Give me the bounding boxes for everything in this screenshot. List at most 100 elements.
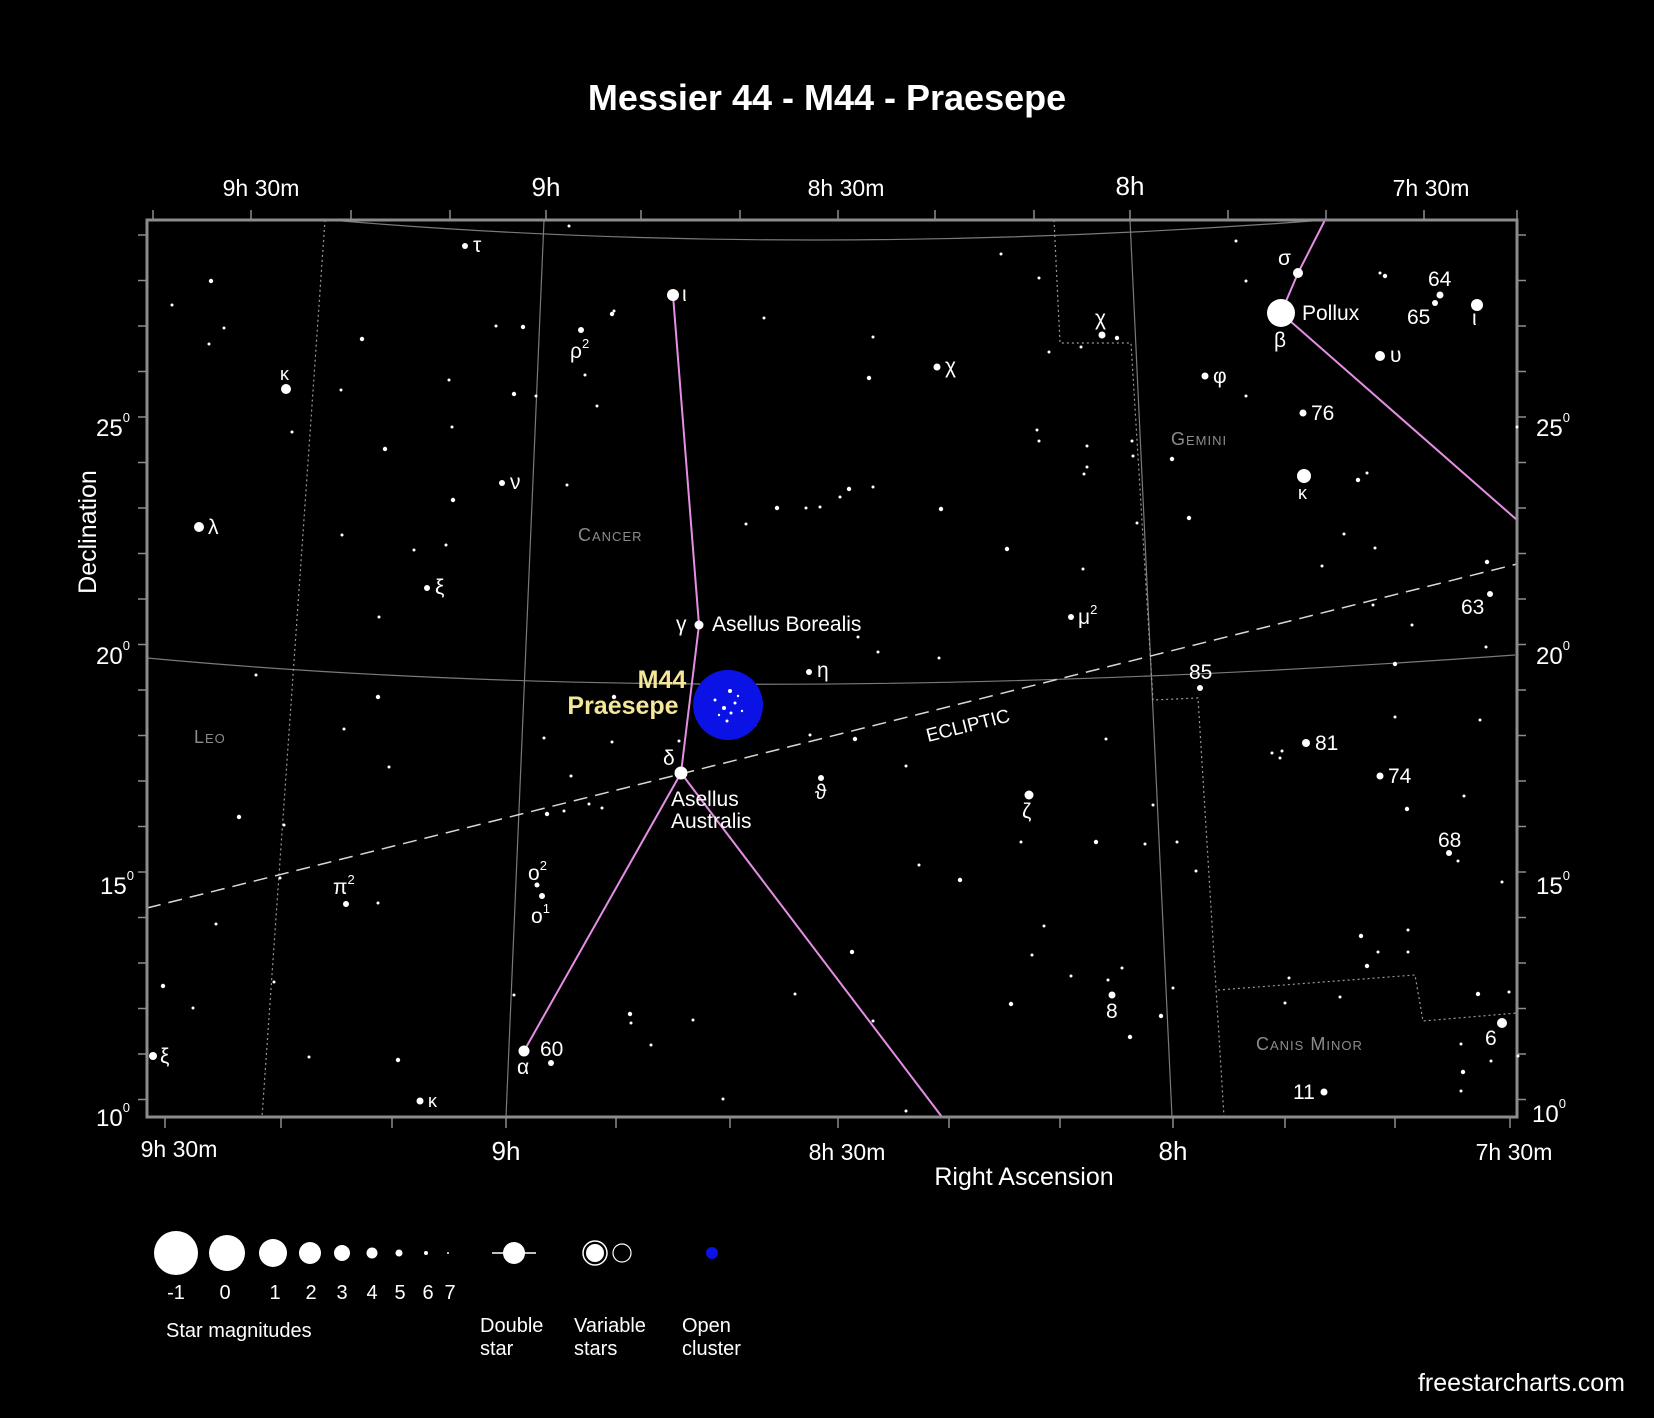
star-85 [1197, 685, 1203, 691]
faint-star [1489, 1059, 1493, 1063]
mag-label: -1 [167, 1282, 185, 1304]
faint-star [254, 673, 258, 677]
faint-star [1106, 978, 1110, 982]
faint-star [191, 1006, 195, 1010]
label-kappa-leo: κ [280, 364, 290, 384]
faint-star [999, 252, 1003, 256]
mag-symbol-4 [366, 1247, 378, 1259]
mag-label: 0 [219, 1282, 230, 1304]
y-axis-label: Declination [74, 470, 102, 594]
faint-star [649, 1043, 653, 1047]
faint-star [307, 1055, 311, 1059]
label-lambda: λ [208, 516, 219, 539]
faint-star [1393, 715, 1397, 719]
faint-star [1069, 974, 1073, 978]
faint-star [1082, 472, 1086, 476]
label-mu2: μ2 [1078, 602, 1097, 629]
faint-star [382, 446, 388, 452]
faint-star [494, 324, 498, 328]
label-68: 68 [1438, 829, 1461, 852]
faint-star [1047, 350, 1051, 354]
faint-star [774, 505, 780, 511]
faint-star [567, 224, 571, 228]
faint-star [339, 388, 343, 392]
faint-star [595, 404, 599, 408]
dec-tick-label-right: 100 [1532, 1096, 1566, 1128]
star-o2 [534, 882, 540, 888]
label-sigma: σ [1278, 247, 1291, 270]
faint-star [721, 1097, 725, 1101]
faint-star [562, 809, 566, 813]
legend-double-star-2: star [480, 1338, 514, 1360]
x-axis-label: Right Ascension [934, 1163, 1113, 1191]
faint-star [342, 727, 346, 731]
faint-star [1008, 1001, 1014, 1007]
faint-star [1114, 335, 1120, 341]
label-gamma: γ [676, 613, 687, 636]
faint-star [1371, 603, 1375, 607]
faint-star [1459, 1089, 1463, 1093]
faint-star [1037, 439, 1041, 443]
label-zeta: ζ [1022, 800, 1031, 823]
faint-star [1484, 559, 1490, 565]
legend-variable-stars-1: Variable [574, 1315, 646, 1337]
label-60: 60 [540, 1038, 563, 1061]
faint-star [587, 802, 591, 806]
constellation-boundaries [261, 219, 1518, 1118]
star-kappa-leo [281, 384, 291, 394]
star-upsilon [1375, 351, 1385, 361]
faint-star [236, 814, 242, 820]
star-rho2 [578, 327, 584, 333]
faint-star [677, 739, 681, 743]
star-lambda [194, 522, 204, 532]
double-star-icon [503, 1242, 525, 1264]
faint-star [160, 983, 166, 989]
magnitude-scale [154, 1231, 449, 1275]
faint-star [208, 278, 214, 284]
faint-star [937, 656, 941, 660]
ra-9h-line [505, 219, 545, 1118]
faint-star [450, 497, 456, 503]
faint-star [938, 506, 944, 512]
faint-star [1515, 425, 1519, 429]
faint-star [511, 391, 517, 397]
star-delta [674, 766, 688, 780]
label-8: 8 [1106, 1000, 1118, 1023]
credit-link[interactable]: freestarcharts.com [1418, 1369, 1625, 1397]
star-tau [462, 243, 468, 249]
star-11 [1320, 1088, 1328, 1096]
faint-star [1151, 803, 1155, 807]
constellation-label-leo: Leo [194, 727, 226, 747]
faint-star [1280, 749, 1284, 753]
label-asellus-australis-2: Australis [671, 810, 752, 833]
star-81 [1302, 739, 1310, 747]
label-11: 11 [1293, 1081, 1315, 1104]
star-65 [1432, 300, 1438, 306]
ra-bottom-tick-label: 7h 30m [1476, 1139, 1553, 1165]
faint-star [838, 495, 842, 499]
faint-star [1459, 1042, 1463, 1046]
star-63 [1487, 591, 1493, 597]
faint-star [512, 993, 516, 997]
constellation-label-canis-minor: Canis Minor [1256, 1034, 1363, 1054]
faint-star [207, 342, 211, 346]
ra-top-tick-label: 8h 30m [808, 175, 885, 201]
faint-star [762, 316, 766, 320]
faint-star [1127, 1034, 1133, 1040]
label-65: 65 [1407, 306, 1430, 329]
m44-cluster: M44 Praesepe [567, 666, 763, 740]
faint-star [1270, 751, 1274, 755]
label-rho2: ρ2 [570, 336, 589, 363]
faint-star [1244, 394, 1248, 398]
label-asellus-australis-1: Asellus [671, 788, 739, 811]
label-63: 63 [1461, 596, 1484, 619]
star-8 [1108, 991, 1116, 999]
label-phi: φ [1213, 365, 1227, 388]
faint-star [804, 506, 808, 510]
label-kappa-cnc: κ [428, 1091, 438, 1111]
legend: -1 0 1 2 3 4 5 6 7 Star magnitudes Doubl… [154, 1231, 741, 1360]
faint-star [1484, 645, 1488, 649]
star-60 [548, 1060, 554, 1066]
dec-tick-label-right: 250 [1536, 410, 1570, 442]
